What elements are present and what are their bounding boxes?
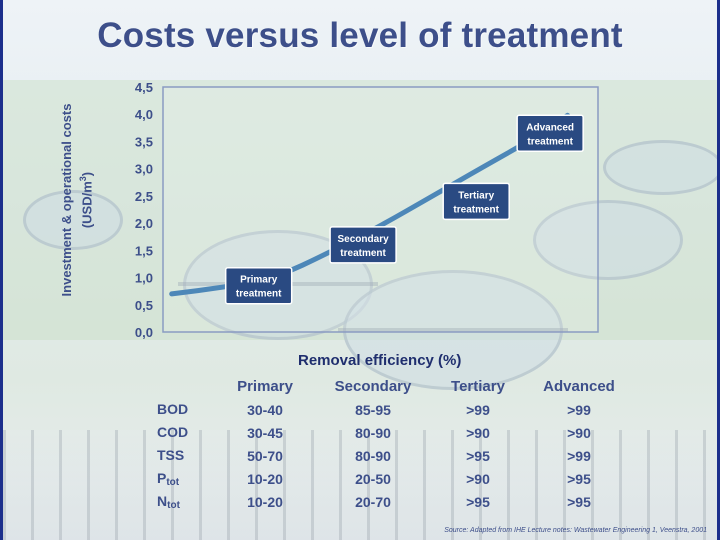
y-tick-label: 2,5 <box>135 189 153 204</box>
table-header-advanced: Advanced <box>543 377 615 395</box>
table-row: BOD 30-40 85-95 >99 >99 <box>151 398 635 421</box>
table-row-parameter: Ntot <box>157 492 180 511</box>
table-row-parameter: COD <box>157 423 189 440</box>
page-title: Costs versus level of treatment <box>97 16 623 55</box>
removal-efficiency-table: Primary Secondary Tertiary Advanced BOD 3… <box>151 374 635 513</box>
y-tick-label: 0,0 <box>135 325 153 340</box>
stage-box-tertiary <box>442 182 510 221</box>
y-tick-label: 1,5 <box>135 243 153 258</box>
y-tick-label: 4,5 <box>135 80 153 95</box>
table-cell: >99 <box>567 401 591 418</box>
y-tick-label: 4,0 <box>135 107 153 122</box>
table-cell: 30-40 <box>247 401 283 418</box>
stage-label-line2: treatment <box>340 248 386 259</box>
stage-box-advanced <box>516 114 584 153</box>
stage-label-line2: treatment <box>453 204 499 215</box>
table-row: Ptot 10-20 20-50 >90 >95 <box>151 467 635 490</box>
y-tick-label: 1,0 <box>135 271 153 286</box>
table-row: TSS 50-70 80-90 >95 >99 <box>151 444 635 467</box>
table-cell: 20-70 <box>355 493 391 510</box>
table-cell: 80-90 <box>355 447 391 464</box>
table-row: Ntot 10-20 20-70 >95 >95 <box>151 490 635 513</box>
source-note: Source: Adapted from IHE Lecture notes: … <box>444 527 707 534</box>
table-header-empty <box>151 374 217 398</box>
cost-chart: 0,0 0,5 1,0 1,5 2,0 2,5 3,0 3,5 4,0 4,5 Primary tre… <box>135 80 599 340</box>
table-row-parameter: BOD <box>157 400 189 417</box>
table-cell: >90 <box>466 470 490 487</box>
table-header-row: Primary Secondary Tertiary Advanced <box>151 374 635 398</box>
table-cell: 50-70 <box>247 447 283 464</box>
table-header-tertiary: Tertiary <box>451 377 505 395</box>
table-cell: >90 <box>466 424 490 441</box>
y-tick-label: 3,0 <box>135 162 153 177</box>
table-cell: 10-20 <box>247 493 283 510</box>
table-cell: 30-45 <box>247 424 283 441</box>
table-cell: >95 <box>466 493 490 510</box>
stage-label-line2: treatment <box>527 136 573 147</box>
table-header-secondary: Secondary <box>334 377 412 395</box>
stage-label-line1: Secondary <box>338 234 390 245</box>
table-cell: 80-90 <box>355 424 391 441</box>
table-cell: >95 <box>567 470 591 487</box>
y-tick-label: 2,0 <box>135 216 153 231</box>
table-cell: 10-20 <box>247 470 283 487</box>
table-cell: 85-95 <box>355 401 391 418</box>
y-tick-label: 0,5 <box>135 298 153 313</box>
x-axis-label: Removal efficiency (%) <box>298 352 462 369</box>
table-cell: >95 <box>567 493 591 510</box>
stage-label-line1: Primary <box>240 275 278 286</box>
table-row-parameter: Ptot <box>157 469 180 488</box>
stage-label-line1: Tertiary <box>458 190 494 201</box>
y-tick-label: 3,5 <box>135 134 153 149</box>
table-cell: >90 <box>567 424 591 441</box>
table-header-primary: Primary <box>237 377 293 395</box>
table-cell: >99 <box>567 447 591 464</box>
table-row-parameter: TSS <box>157 446 185 463</box>
table-cell: 20-50 <box>355 470 391 487</box>
table-cell: >99 <box>466 401 490 418</box>
table-cell: >95 <box>466 447 490 464</box>
stage-label-line2: treatment <box>236 289 282 300</box>
stage-box-primary <box>224 266 293 305</box>
table-row: COD 30-45 80-90 >90 >90 <box>151 421 635 444</box>
stage-label-line1: Advanced <box>526 122 574 133</box>
stage-box-secondary <box>329 226 397 264</box>
